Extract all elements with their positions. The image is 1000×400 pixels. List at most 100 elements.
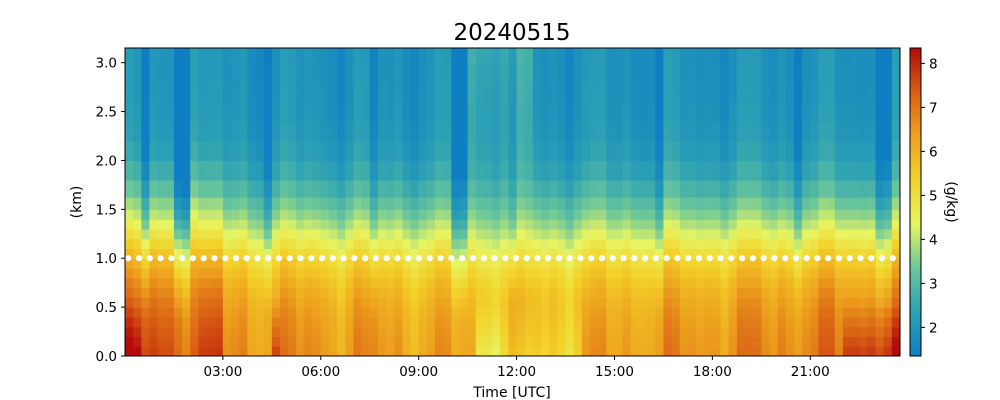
heatmap-cell — [573, 121, 583, 142]
heatmap-cell — [712, 346, 722, 356]
heatmap-cell — [745, 228, 754, 240]
heatmap-cell — [679, 248, 689, 259]
reference-dot — [728, 255, 735, 262]
heatmap-cell — [483, 297, 493, 308]
heatmap-cell — [386, 140, 395, 162]
heatmap-cell — [679, 307, 689, 318]
heatmap-cell — [222, 219, 232, 230]
heatmap-cell — [410, 180, 420, 198]
heatmap-cell — [475, 219, 485, 230]
heatmap-cell — [386, 160, 395, 181]
heatmap-cell — [712, 336, 722, 347]
heatmap-cell — [231, 197, 240, 210]
reference-dot — [458, 255, 466, 262]
heatmap-cell — [532, 121, 542, 142]
heatmap-cell — [483, 101, 493, 122]
heatmap-cell — [125, 316, 134, 328]
heatmap-cell — [720, 62, 730, 83]
heatmap-cell — [165, 277, 175, 289]
heatmap-cell — [671, 209, 681, 220]
heatmap-cell — [647, 197, 656, 210]
heatmap-cell — [239, 121, 248, 142]
heatmap-cell — [508, 326, 518, 338]
heatmap-cell — [606, 48, 616, 64]
heatmap-cell — [190, 219, 200, 230]
heatmap-cell — [361, 197, 371, 210]
heatmap-cell — [753, 248, 762, 259]
heatmap-cell — [369, 140, 379, 162]
reference-dot — [695, 255, 703, 262]
heatmap-cell — [271, 307, 281, 318]
heatmap-cell — [818, 160, 828, 181]
heatmap-cell — [687, 307, 697, 318]
heatmap-cell — [328, 140, 338, 162]
heatmap-cell — [206, 197, 216, 210]
heatmap-cell — [704, 140, 713, 162]
heatmap-cell — [663, 238, 673, 250]
reference-dot — [878, 255, 886, 262]
heatmap-cell — [361, 62, 371, 83]
heatmap-cell — [459, 336, 469, 347]
heatmap-cell — [557, 258, 567, 269]
heatmap-cell — [728, 197, 738, 210]
heatmap-cell — [687, 62, 697, 83]
heatmap-cell — [712, 277, 722, 289]
heatmap-cell — [712, 268, 722, 279]
heatmap-cell — [369, 268, 379, 279]
heatmap-cell — [745, 316, 754, 328]
heatmap-cell — [687, 326, 697, 338]
heatmap-cell — [875, 258, 885, 269]
heatmap-cell — [304, 160, 314, 181]
heatmap-cell — [337, 180, 346, 198]
heatmap-cell — [802, 62, 811, 83]
heatmap-cell — [467, 82, 477, 103]
colorbar-label: (g/kg) — [943, 181, 959, 223]
heatmap-cell — [891, 297, 900, 308]
heatmap-cell — [214, 346, 224, 356]
heatmap-cell — [867, 140, 877, 162]
heatmap-cell — [622, 101, 632, 122]
heatmap-cell — [761, 248, 771, 259]
heatmap-cell — [516, 228, 526, 240]
heatmap-cell — [834, 62, 844, 83]
heatmap-cell — [214, 48, 224, 64]
heatmap-cell — [671, 287, 681, 298]
heatmap-cell — [443, 268, 452, 279]
heatmap-cell — [263, 180, 273, 198]
heatmap-cell — [426, 62, 436, 83]
heatmap-cell — [508, 316, 518, 328]
heatmap-cell — [728, 219, 738, 230]
heatmap-cell — [443, 326, 452, 338]
heatmap-cell — [214, 160, 224, 181]
heatmap-cell — [377, 316, 387, 328]
heatmap-cell — [720, 336, 730, 347]
reference-dot — [437, 255, 444, 262]
heatmap-cell — [133, 140, 142, 162]
heatmap-cell — [467, 287, 477, 298]
heatmap-cell — [402, 209, 412, 220]
heatmap-cell — [190, 209, 200, 220]
heatmap-cell — [222, 268, 232, 279]
heatmap-cell — [834, 336, 844, 347]
reference-dot — [254, 255, 261, 262]
heatmap-cell — [149, 228, 159, 240]
heatmap-cell — [492, 307, 501, 318]
heatmap-cell — [769, 101, 779, 122]
heatmap-cell — [443, 62, 452, 83]
heatmap-cell — [704, 160, 713, 181]
heatmap-cell — [818, 101, 828, 122]
heatmap-cell — [687, 316, 697, 328]
heatmap-cell — [353, 62, 363, 83]
heatmap-cell — [647, 258, 656, 269]
heatmap-cell — [590, 346, 599, 356]
heatmap-cell — [883, 277, 893, 289]
heatmap-cell — [704, 326, 713, 338]
heatmap-cell — [467, 307, 477, 318]
heatmap-cell — [410, 316, 420, 328]
reference-dot — [415, 255, 423, 262]
heatmap-cell — [320, 62, 330, 83]
heatmap-cell — [704, 336, 713, 347]
heatmap-cell — [182, 101, 191, 122]
heatmap-cell — [793, 121, 803, 142]
heatmap-cell — [492, 336, 501, 347]
